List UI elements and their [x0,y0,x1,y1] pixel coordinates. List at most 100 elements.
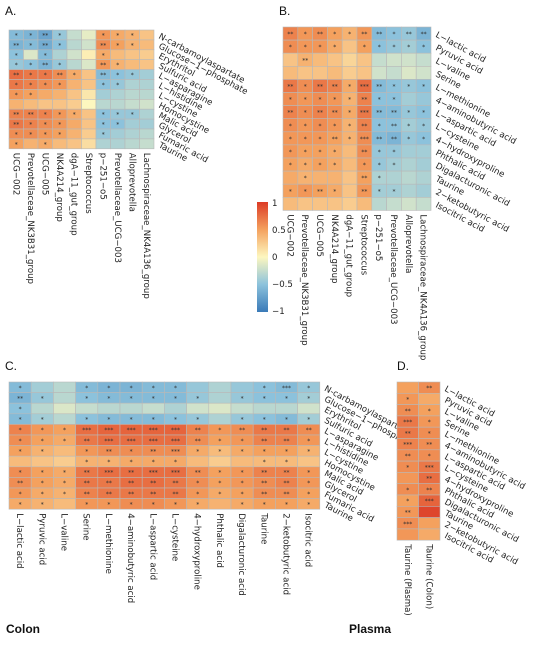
column-label: Alloprevotella [126,153,136,212]
heatmap-cell [139,49,155,60]
heatmap-panel-2: B.** * ** * * ** ** * ** *** * * * * * * * ***** * ** ** * ***… [279,4,518,360]
heatmap-cell [81,69,97,80]
heatmap-cell [66,59,82,70]
heatmap-cell [208,402,232,415]
heatmap-cell [95,138,111,150]
significance-mark: ** [317,110,323,117]
heatmap-cell [230,381,254,393]
significance-mark: * [131,112,134,119]
significance-mark: * [285,501,288,508]
significance-mark: * [152,459,155,466]
significance-mark: * [407,44,410,51]
significance-mark: * [289,188,292,195]
heatmap-cell [53,392,76,404]
significance-mark: *** [425,498,434,505]
significance-mark: * [41,470,44,477]
significance-mark: * [407,110,410,117]
significance-mark: * [130,417,133,424]
heatmap-cell [401,92,417,106]
significance-mark: ** [332,83,338,90]
heatmap-cell [139,108,155,120]
heatmap-cell [312,170,328,185]
heatmap-cell [230,455,254,468]
column-label: p−251−o5 [373,214,383,261]
significance-mark: * [363,162,366,169]
significance-mark: * [218,491,221,498]
significance-mark: * [19,385,22,392]
significance-mark: ** [426,442,432,449]
significance-mark: * [263,385,266,392]
significance-mark: ** [84,470,90,477]
heatmap-cell [53,445,76,457]
heatmap-cell [30,381,54,393]
significance-mark: ** [284,470,290,477]
column-label: Isocitric acid [303,513,313,567]
significance-mark: * [131,72,134,79]
significance-mark: ** [261,470,267,477]
significance-mark: * [393,31,396,38]
significance-mark: ** [284,427,290,434]
heatmap-cell [371,197,387,211]
heatmap-cell [327,170,343,185]
heatmap-cell [53,455,76,468]
heatmap-cell [396,472,419,484]
heatmap-cell [312,66,328,80]
heatmap-cell [124,49,140,60]
heatmap-cell [415,92,432,106]
significance-mark: ** [287,31,293,38]
significance-mark: ** [406,31,412,38]
heatmap-cell [418,528,441,541]
significance-mark: * [333,149,336,156]
column-label: Alloprevotella [403,214,413,273]
significance-mark: *** [425,464,434,471]
significance-mark: ** [100,72,106,79]
significance-mark: * [130,395,133,402]
significance-mark: * [130,385,133,392]
scale-tick-neg0.5: −0.5 [272,280,293,290]
column-label: UCG−002 [10,153,20,196]
column-label: dgA−11_gut_group [68,153,78,236]
scale-tick-neg1: −1 [272,307,285,317]
significance-mark: * [307,417,310,424]
significance-mark: ** [405,408,411,415]
column-label: 2−ketobutyric acid [281,513,291,595]
significance-mark: * [363,44,366,51]
heatmap-cell [52,49,68,60]
heatmap-cell [75,402,99,415]
heatmap-cell [282,197,299,211]
significance-mark: ** [302,57,308,64]
column-label: L−valine [59,513,69,551]
significance-mark: ** [57,72,63,79]
significance-mark: ** [361,188,367,195]
heatmap-cell [66,29,82,41]
significance-mark: * [263,501,266,508]
significance-mark: * [307,470,310,477]
significance-mark: * [174,459,177,466]
heatmap-cell [186,402,210,415]
significance-mark: * [263,448,266,455]
significance-mark: * [241,491,244,498]
significance-mark: * [44,122,47,129]
significance-mark: ** [332,110,338,117]
significance-mark: ** [150,491,156,498]
heatmap-cell [356,66,373,80]
heatmap-cell [81,29,97,41]
significance-mark: ** [106,448,112,455]
significance-mark: * [152,395,155,402]
significance-mark: *** [104,470,113,477]
significance-mark: ** [13,112,19,119]
heatmap-cell [30,455,54,468]
significance-mark: ** [128,470,134,477]
significance-mark: * [307,385,310,392]
heatmap-cell [66,128,82,140]
significance-mark: * [406,487,409,494]
significance-mark: * [289,123,292,130]
significance-mark: * [41,395,44,402]
column-label: Prevotellaceae_NK3B31_group [299,214,309,345]
significance-mark: * [304,162,307,169]
significance-mark: * [85,395,88,402]
significance-mark: * [58,82,61,89]
significance-mark: * [393,149,396,156]
significance-mark: * [15,141,18,148]
